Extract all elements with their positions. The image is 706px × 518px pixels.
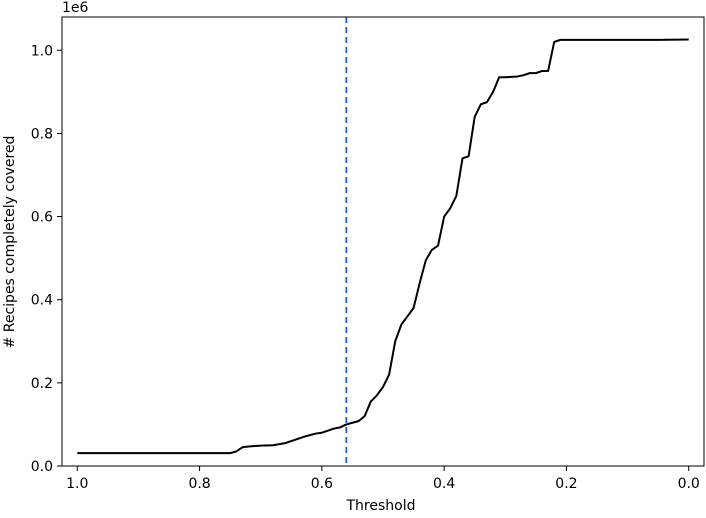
- y-tick-label: 0.6: [31, 210, 53, 226]
- y-tick-label: 0.4: [31, 293, 53, 309]
- y-axis-ticks: 0.0 0.2 0.4 0.6 0.8 1.0: [31, 43, 62, 475]
- x-tick-label: 0.2: [555, 476, 577, 492]
- plot-frame: [61, 16, 705, 467]
- series-layer: [77, 38, 689, 455]
- x-tick-label: 0.4: [433, 476, 455, 492]
- y-tick-label: 0.8: [31, 126, 53, 142]
- x-tick-label: 1.0: [66, 476, 88, 492]
- y-tick-label: 1.0: [31, 43, 53, 59]
- x-axis-ticks: 1.0 0.8 0.6 0.4 0.2 0.0: [66, 466, 700, 492]
- y-offset-label: 1e6: [62, 0, 89, 16]
- series-line: [77, 38, 689, 455]
- x-tick-label: 0.8: [188, 476, 210, 492]
- x-axis-label: Threshold: [346, 498, 416, 514]
- x-tick-label: 0.6: [311, 476, 333, 492]
- y-tick-label: 0.2: [31, 376, 53, 392]
- y-axis-label: # Recipes completely covered: [2, 136, 18, 349]
- plot-area: [62, 17, 704, 466]
- y-tick-label: 0.0: [31, 459, 53, 475]
- x-tick-label: 0.0: [678, 476, 700, 492]
